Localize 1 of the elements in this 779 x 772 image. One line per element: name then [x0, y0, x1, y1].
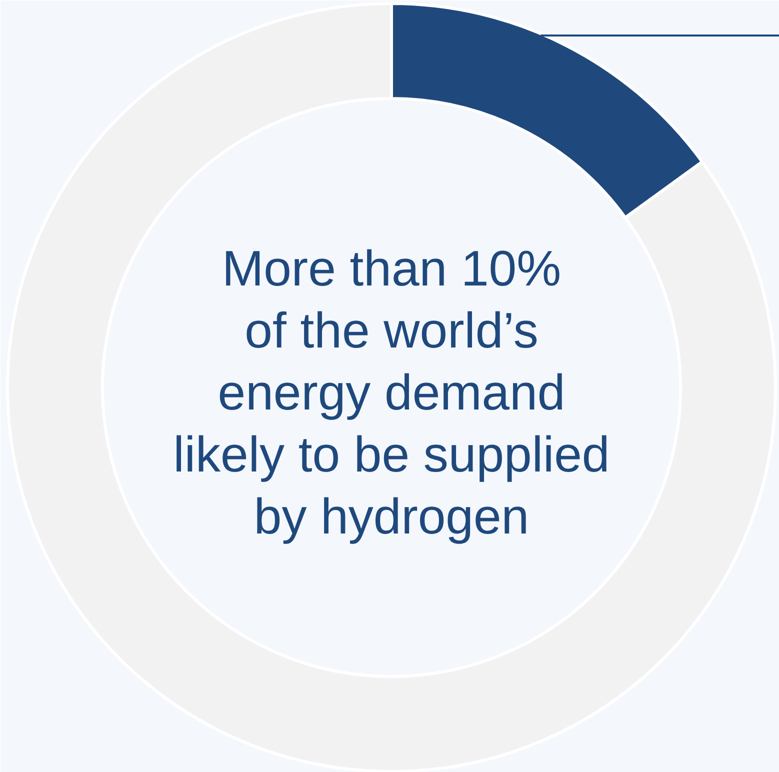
text: More than 10% of the world’s energy demand likely to be supplied by hydrogen — [173, 240, 610, 544]
